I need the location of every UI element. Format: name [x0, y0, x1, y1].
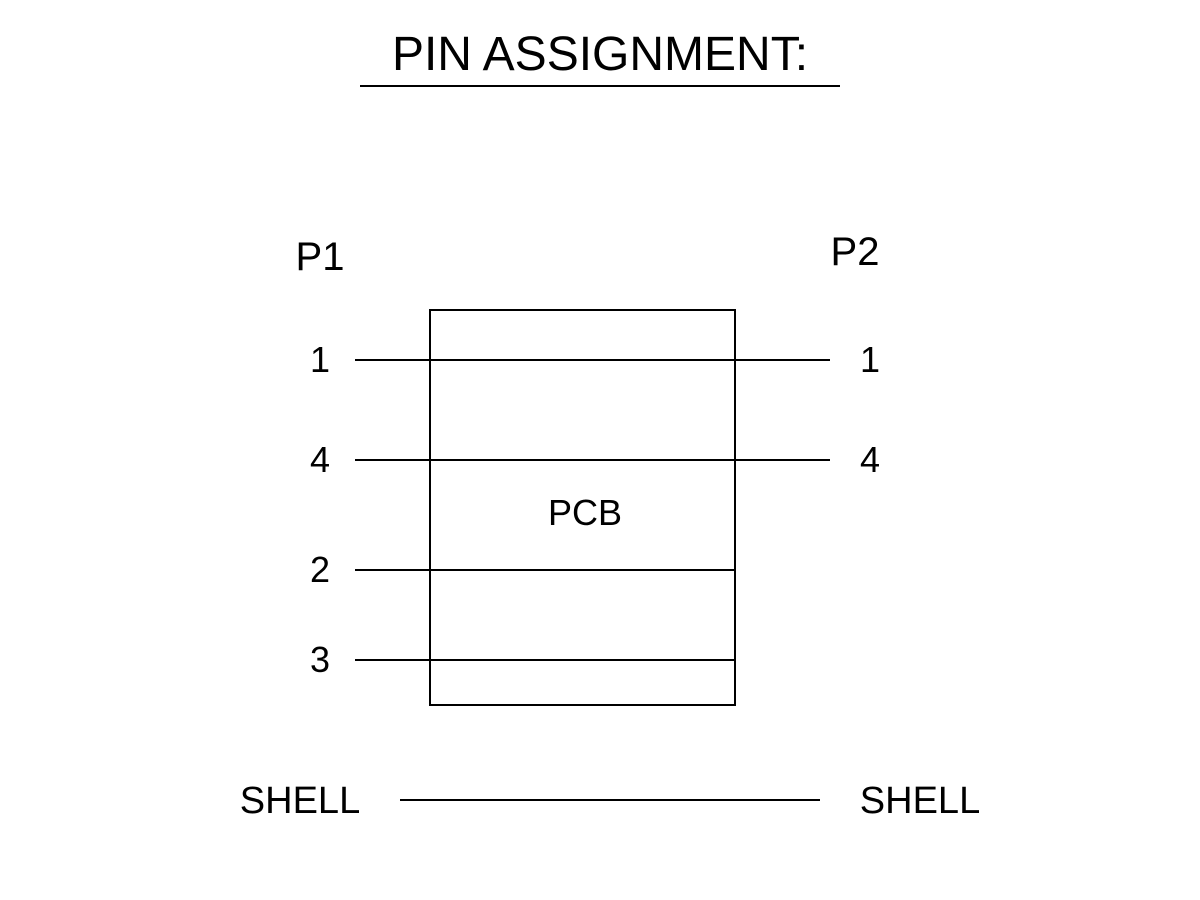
- title: PIN ASSIGNMENT:: [392, 28, 808, 81]
- shell-left-label: SHELL: [240, 780, 360, 822]
- shell-right-label: SHELL: [860, 780, 980, 822]
- pcb-label: PCB: [548, 492, 622, 533]
- pin-left-label: 4: [310, 439, 330, 480]
- connector-left-label: P1: [296, 235, 345, 279]
- pin-right-label: 1: [860, 339, 880, 380]
- connector-right-label: P2: [831, 230, 880, 274]
- pin-left-label: 3: [310, 639, 330, 680]
- pin-right-label: 4: [860, 439, 880, 480]
- pin-left-label: 2: [310, 549, 330, 590]
- pin-left-label: 1: [310, 339, 330, 380]
